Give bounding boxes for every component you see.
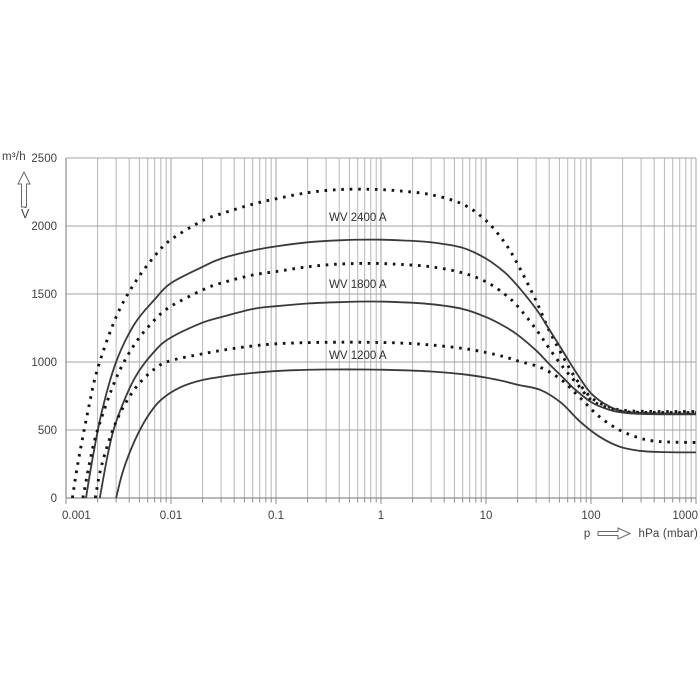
y-tick-label: 1000 [31, 357, 57, 369]
x-tick-label: 0.001 [62, 510, 91, 522]
x-axis-quantity-symbol: p [583, 527, 591, 540]
pressure-direction-right-arrow-icon [597, 527, 632, 540]
curves [70, 187, 697, 499]
curve-wv-1800-a-dotted [81, 261, 697, 499]
curve-label-wv-1800-a: WV 1800 A [329, 279, 387, 291]
y-tick-label: 0 [51, 493, 57, 505]
x-tick-label: 1000 [672, 510, 698, 522]
curve-wv-1800-a-solid [98, 300, 697, 499]
y-tick-label: 500 [38, 425, 57, 437]
curve-label-wv-2400-a: WV 2400 A [329, 212, 387, 224]
y-tick-label: 1500 [31, 289, 57, 301]
curve-label-wv-1200-a: WV 1200 A [329, 350, 387, 362]
curve-wv-1200-a-dotted [93, 340, 697, 499]
y-axis-quantity-symbol: V̇ [21, 207, 30, 221]
axis-ticks [65, 498, 697, 504]
gridlines [65, 157, 697, 499]
curve-wv-1200-a-solid [115, 368, 697, 499]
tick-labels: 0 500 1000 1500 2000 2500 0.001 0.01 0.1 1 10 100 10… [31, 153, 698, 522]
y-axis-unit-label: m³/h [2, 151, 26, 163]
curve-wv-2400-a-dotted [70, 187, 697, 499]
x-tick-label: 1 [378, 510, 384, 522]
y-tick-label: 2500 [31, 153, 57, 165]
x-tick-label: 0.01 [160, 510, 182, 522]
curve-wv-2400-a-solid [85, 238, 697, 499]
x-tick-label: 0.1 [268, 510, 284, 522]
x-tick-label: 10 [480, 510, 493, 522]
flow-direction-up-arrow-icon [17, 171, 31, 208]
x-tick-label: 100 [581, 510, 600, 522]
y-tick-label: 2000 [31, 221, 57, 233]
x-axis-label: p hPa (mbar) [584, 527, 698, 540]
x-axis-unit-label: hPa (mbar) [638, 527, 698, 540]
